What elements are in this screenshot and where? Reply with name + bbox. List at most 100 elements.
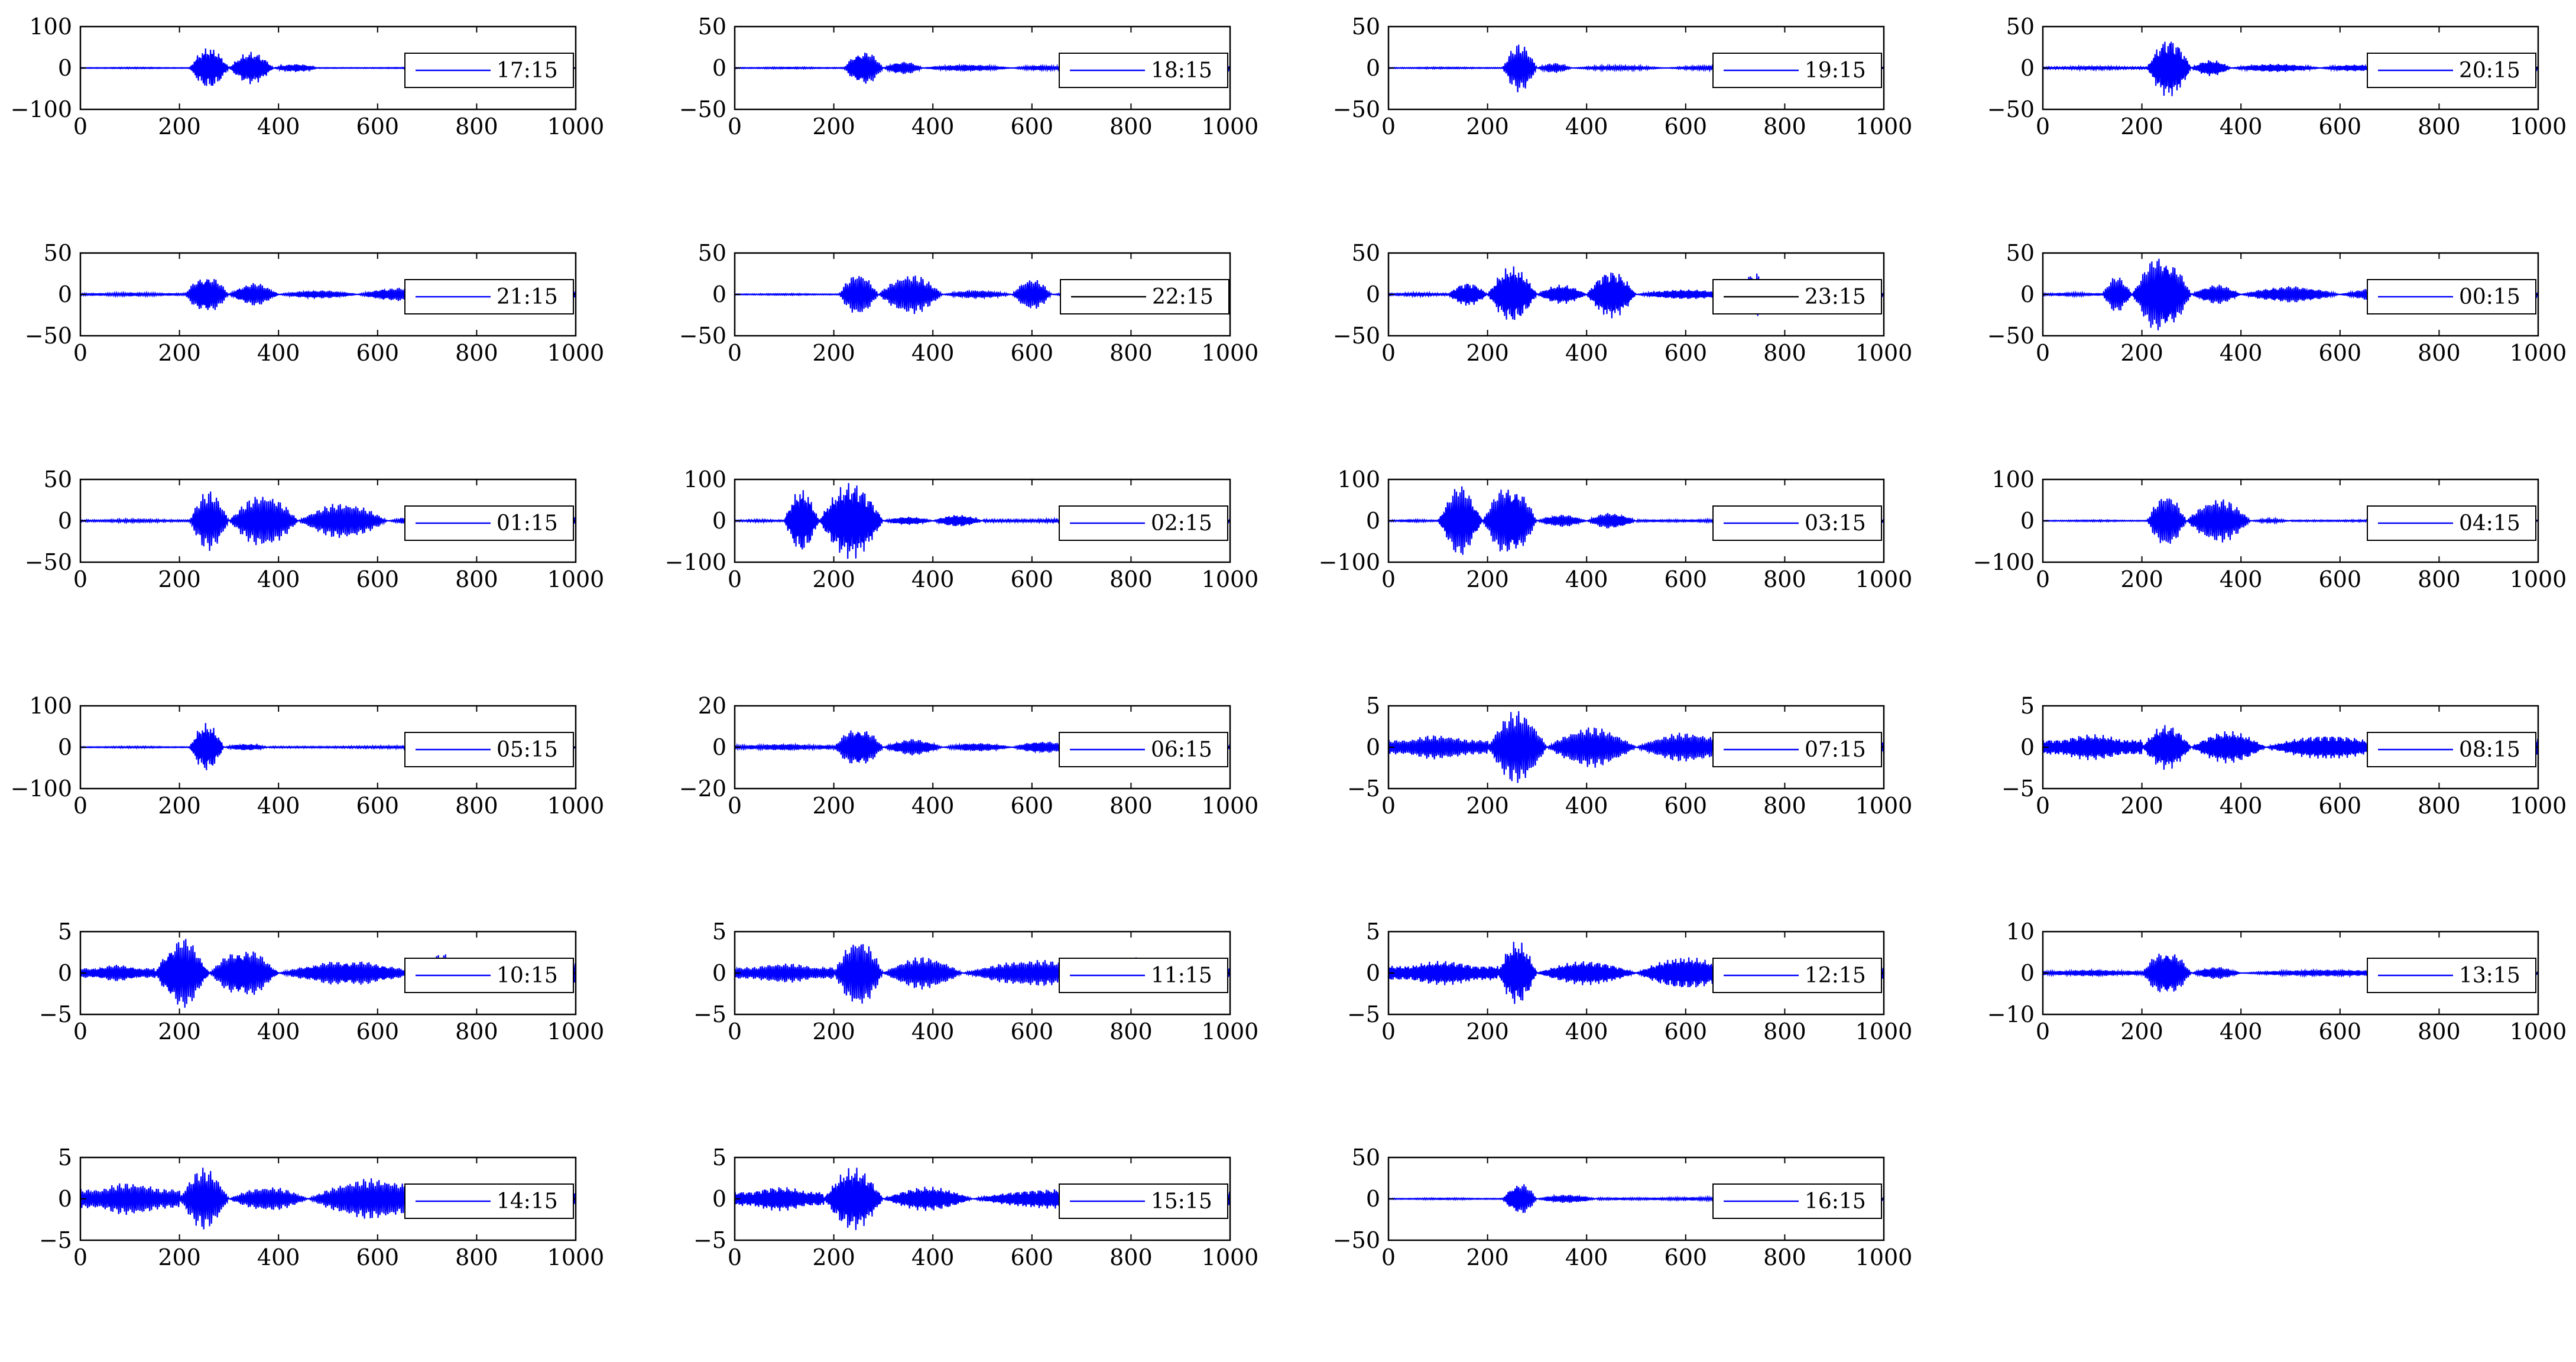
y-tick-label: 50 (1352, 14, 1380, 40)
x-tick-label: 400 (257, 566, 300, 592)
x-tick-label: 200 (812, 566, 855, 592)
x-tick-label: 600 (356, 114, 400, 140)
x-tick-label: 400 (1565, 114, 1608, 140)
x-tick-label: 1000 (547, 1019, 605, 1045)
x-tick-label: 400 (1565, 1244, 1608, 1270)
legend: 04:15 (2367, 505, 2536, 541)
x-tick-label: 200 (812, 340, 855, 366)
x-tick-label: 200 (812, 1244, 855, 1270)
y-tick-label: 50 (1352, 240, 1380, 266)
y-tick-label: 20 (698, 693, 726, 719)
x-tick-label: 0 (728, 340, 742, 366)
x-tick-label: 1000 (1855, 1019, 1913, 1045)
x-tick-label: 400 (911, 340, 955, 366)
x-tick-label: 0 (73, 793, 87, 819)
x-tick-label: 600 (2319, 566, 2362, 592)
y-tick-label: 50 (698, 240, 726, 266)
x-tick-label: 400 (257, 114, 300, 140)
legend: 10:15 (404, 958, 574, 993)
legend-entry-label: 17:15 (497, 59, 558, 83)
x-tick-label: 600 (1011, 793, 1054, 819)
y-tick-label: −50 (1987, 323, 2035, 349)
y-tick-label: −100 (1973, 549, 2035, 575)
legend: 17:15 (404, 53, 574, 88)
x-tick-label: 800 (2418, 1019, 2461, 1045)
y-tick-label: 0 (1366, 55, 1380, 81)
x-tick-label: 0 (1381, 1244, 1396, 1270)
y-tick-label: 100 (1991, 466, 2035, 492)
x-tick-label: 200 (158, 793, 201, 819)
legend: 21:15 (404, 279, 574, 314)
x-tick-label: 400 (2220, 793, 2263, 819)
x-tick-label: 400 (2220, 566, 2263, 592)
x-tick-label: 200 (1466, 566, 1509, 592)
legend: 06:15 (1059, 732, 1228, 767)
legend-entry-label: 05:15 (497, 738, 558, 762)
x-tick-label: 600 (356, 1244, 400, 1270)
y-tick-label: −20 (679, 776, 726, 802)
y-tick-label: −50 (679, 323, 726, 349)
x-tick-label: 600 (1011, 340, 1054, 366)
x-tick-label: 600 (1011, 114, 1054, 140)
x-tick-label: 800 (455, 566, 498, 592)
x-tick-label: 1000 (2510, 566, 2567, 592)
y-tick-label: −100 (11, 776, 72, 802)
x-tick-label: 1000 (1855, 793, 1913, 819)
legend-entry-label: 14:15 (497, 1189, 558, 1214)
x-tick-label: 800 (1763, 340, 1806, 366)
x-tick-label: 1000 (1855, 340, 1913, 366)
x-tick-label: 200 (1466, 793, 1509, 819)
x-tick-label: 400 (1565, 566, 1608, 592)
legend: 08:15 (2367, 732, 2536, 767)
x-tick-label: 600 (1011, 1244, 1054, 1270)
x-tick-label: 1000 (547, 566, 605, 592)
y-tick-label: 100 (683, 466, 726, 492)
legend: 05:15 (404, 732, 574, 767)
x-tick-label: 400 (257, 340, 300, 366)
x-tick-label: 200 (812, 114, 855, 140)
x-tick-label: 600 (1665, 793, 1708, 819)
y-tick-label: 50 (698, 14, 726, 40)
legend: 12:15 (1712, 958, 1882, 993)
x-tick-label: 0 (2036, 1019, 2050, 1045)
x-tick-label: 600 (1665, 1019, 1708, 1045)
x-tick-label: 400 (911, 114, 955, 140)
x-tick-label: 600 (1011, 566, 1054, 592)
y-tick-label: −5 (1347, 1001, 1380, 1027)
x-tick-label: 400 (911, 793, 955, 819)
legend-entry-label: 18:15 (1151, 59, 1212, 83)
x-tick-label: 0 (73, 1019, 87, 1045)
legend-entry-label: 08:15 (2459, 738, 2520, 762)
y-tick-label: −50 (25, 549, 72, 575)
x-tick-label: 200 (812, 1019, 855, 1045)
legend: 15:15 (1059, 1183, 1228, 1219)
y-tick-label: 0 (2020, 508, 2035, 534)
x-tick-label: 0 (73, 566, 87, 592)
y-tick-label: 50 (44, 240, 72, 266)
x-tick-label: 1000 (1202, 1019, 1259, 1045)
x-tick-label: 800 (1763, 1244, 1806, 1270)
legend: 02:15 (1059, 505, 1228, 541)
x-tick-label: 1000 (2510, 793, 2567, 819)
x-tick-label: 400 (2220, 114, 2263, 140)
x-tick-label: 0 (2036, 793, 2050, 819)
y-tick-label: 0 (2020, 960, 2035, 986)
y-tick-label: −50 (679, 96, 726, 122)
y-tick-label: 100 (29, 693, 72, 719)
x-tick-label: 1000 (1855, 566, 1913, 592)
legend-entry-label: 12:15 (1805, 964, 1866, 988)
legend-entry-label: 19:15 (1805, 59, 1866, 83)
x-tick-label: 800 (2418, 793, 2461, 819)
